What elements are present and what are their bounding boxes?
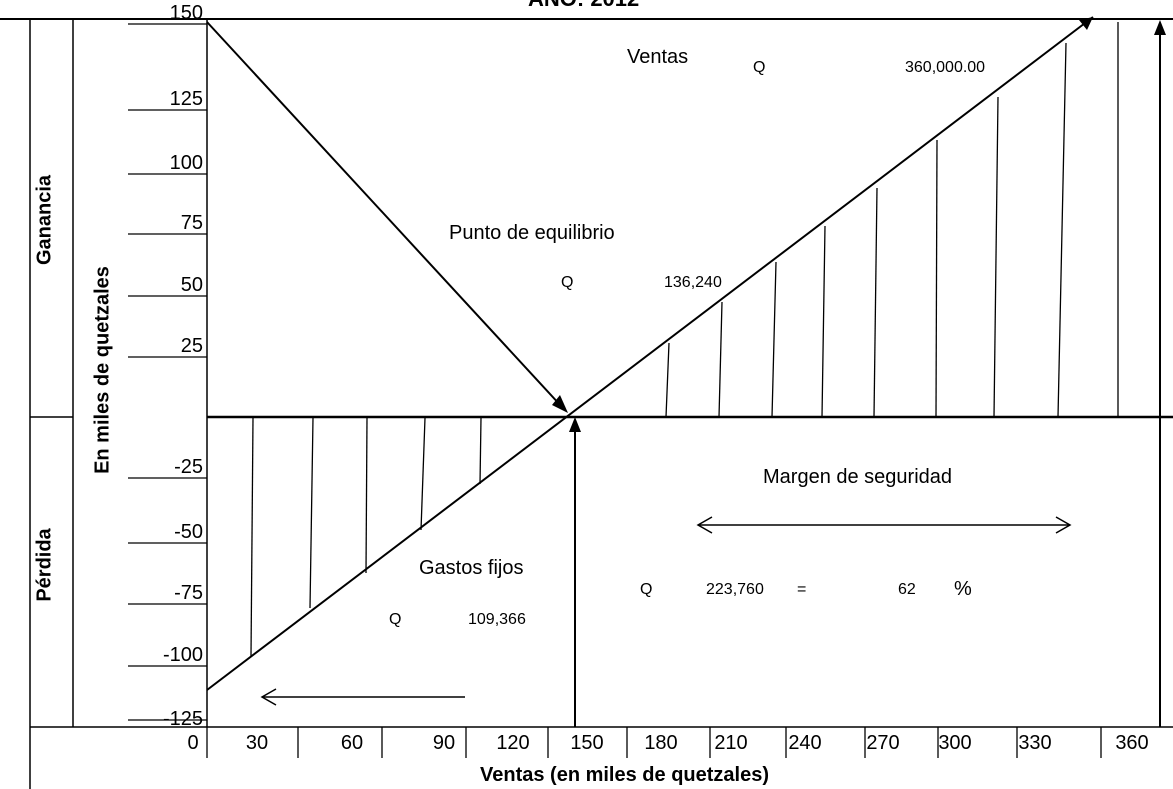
equilibrio-arrow-line [206,21,563,408]
y-tick-label: -125 [162,708,203,730]
gain-label: Ganancia [33,174,56,266]
margen-currency: Q [640,581,653,598]
y-tick-label: -75 [174,582,203,604]
gastos-value: 109,366 [468,611,526,628]
gain-hatch-line [993,96,999,418]
loss-hatch-line [250,417,254,657]
x-tick-label: 360 [1115,732,1149,754]
break-even-up-arrow-head [569,417,581,432]
x-tick-label: 60 [340,732,364,754]
x-tick-label: 330 [1018,732,1052,754]
equilibrio-currency: Q [561,274,574,291]
y-tick-label: 125 [169,88,203,110]
margen-value: 223,760 [706,581,764,598]
x-tick-label: 270 [866,732,900,754]
gain-hatch-line [821,225,826,418]
margen-arrowhead-right [1055,516,1072,534]
loss-label: Pérdida [33,528,56,602]
y-axis-label: En miles de quetzales [91,266,114,474]
gastos-currency: Q [389,611,402,628]
gain-hatch-line [771,261,777,418]
y-tick-label: 50 [180,274,203,296]
x-tick-label: 240 [788,732,822,754]
y-tick-label: 25 [180,335,203,357]
x-tick-label: 30 [245,732,269,754]
gain-hatch-line [935,139,938,418]
x-tick-label: 180 [644,732,678,754]
y-tick-label: -25 [174,456,203,478]
x-axis-label: Ventas (en miles de quetzales) [480,764,769,786]
equilibrio-label: Punto de equilibrio [449,222,615,244]
loss-hatch-line [309,417,314,609]
x-tick-label: 210 [714,732,748,754]
x-tick-label: 90 [432,732,456,754]
margen-percent: 62 [898,581,916,598]
margen-arrowhead-left [696,516,713,534]
y-tick-label: 100 [169,152,203,174]
y-tick-label: -100 [162,644,203,666]
y-tick-label: 75 [180,212,203,234]
loss-hatch-line [479,417,482,485]
ventas-currency: Q [753,59,766,76]
loss-hatch-line [365,417,368,574]
loss-hatch-line [420,417,426,531]
margen-percent-sign: % [954,578,972,600]
x-tick-label: 150 [570,732,604,754]
equilibrio-arrowhead [552,395,568,413]
gain-hatch-line [873,187,878,418]
gain-hatch-line [718,301,723,418]
margen-equals: = [797,581,807,598]
ventas-arrowhead [1079,17,1093,30]
gastos-arrowhead [260,688,277,706]
ventas-line [206,16,1094,691]
header-title: AÑO: 2012 [528,0,639,12]
ventas-up-arrow-head [1154,20,1166,35]
y-tick-label: -50 [174,521,203,543]
ventas-label: Ventas [627,46,689,68]
gastos-fijos-label: Gastos fijos [419,557,524,579]
equilibrio-value: 136,240 [664,274,722,291]
y-tick-label: 150 [169,2,203,24]
x-tick-label: 0 [187,732,199,754]
x-tick-label: 300 [938,732,972,754]
gain-hatch-line [665,342,670,418]
gain-hatch-line [1057,42,1067,418]
x-tick-label: 120 [496,732,530,754]
margen-label: Margen de seguridad [763,466,953,488]
ventas-value: 360,000.00 [905,59,986,76]
